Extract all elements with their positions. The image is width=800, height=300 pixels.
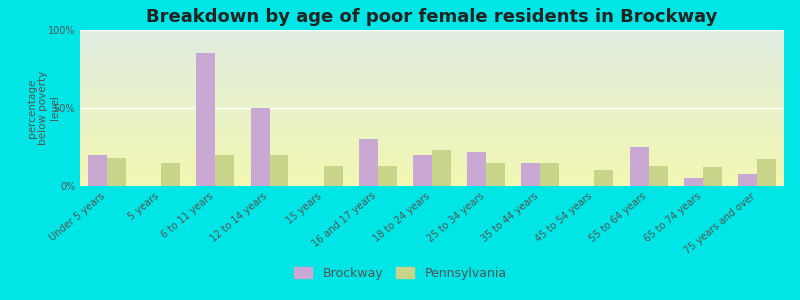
Bar: [630, 147, 649, 186]
Bar: [270, 155, 289, 186]
Bar: [684, 178, 702, 186]
Bar: [432, 150, 451, 186]
Title: Breakdown by age of poor female residents in Brockway: Breakdown by age of poor female resident…: [146, 8, 718, 26]
Y-axis label: percentage
below poverty
level: percentage below poverty level: [27, 71, 60, 145]
Bar: [757, 160, 776, 186]
Bar: [88, 155, 107, 186]
Bar: [540, 163, 559, 186]
Bar: [467, 152, 486, 186]
Bar: [107, 158, 126, 186]
Bar: [215, 155, 234, 186]
Bar: [413, 155, 432, 186]
Bar: [594, 170, 614, 186]
Bar: [359, 139, 378, 186]
Bar: [738, 173, 757, 186]
Bar: [162, 163, 180, 186]
Bar: [250, 108, 270, 186]
Bar: [378, 166, 397, 186]
Legend: Brockway, Pennsylvania: Brockway, Pennsylvania: [289, 262, 511, 285]
Bar: [324, 166, 342, 186]
Bar: [486, 163, 505, 186]
Bar: [649, 166, 667, 186]
Bar: [702, 167, 722, 186]
Bar: [197, 53, 215, 186]
Bar: [522, 163, 540, 186]
